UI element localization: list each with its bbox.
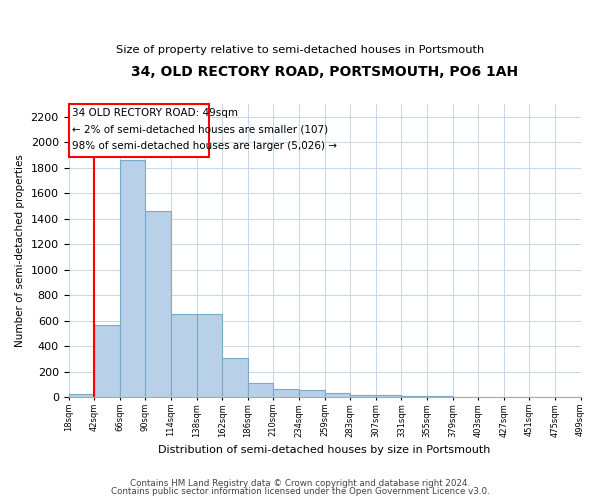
Text: Contains HM Land Registry data © Crown copyright and database right 2024.: Contains HM Land Registry data © Crown c… — [130, 478, 470, 488]
Bar — [68, 394, 94, 397]
Bar — [376, 396, 401, 397]
Bar — [401, 396, 427, 397]
Bar — [325, 394, 350, 397]
Bar — [452, 396, 478, 397]
Title: 34, OLD RECTORY ROAD, PORTSMOUTH, PO6 1AH: 34, OLD RECTORY ROAD, PORTSMOUTH, PO6 1A… — [131, 65, 518, 79]
Bar — [197, 314, 222, 397]
Bar — [248, 382, 274, 397]
Text: ← 2% of semi-detached houses are smaller (107): ← 2% of semi-detached houses are smaller… — [73, 124, 328, 134]
Bar — [94, 324, 120, 397]
Text: 34 OLD RECTORY ROAD: 49sqm: 34 OLD RECTORY ROAD: 49sqm — [73, 108, 238, 118]
Bar — [274, 389, 299, 397]
Text: Contains public sector information licensed under the Open Government Licence v3: Contains public sector information licen… — [110, 488, 490, 496]
Bar — [145, 211, 171, 397]
Bar — [299, 390, 325, 397]
X-axis label: Distribution of semi-detached houses by size in Portsmouth: Distribution of semi-detached houses by … — [158, 445, 491, 455]
Bar — [222, 358, 248, 397]
Bar — [171, 314, 197, 397]
Bar — [120, 160, 145, 397]
Bar — [350, 394, 376, 397]
Text: Size of property relative to semi-detached houses in Portsmouth: Size of property relative to semi-detach… — [116, 45, 484, 55]
FancyBboxPatch shape — [68, 104, 209, 158]
Text: 98% of semi-detached houses are larger (5,026) →: 98% of semi-detached houses are larger (… — [73, 141, 337, 151]
Y-axis label: Number of semi-detached properties: Number of semi-detached properties — [15, 154, 25, 347]
Bar — [427, 396, 452, 397]
